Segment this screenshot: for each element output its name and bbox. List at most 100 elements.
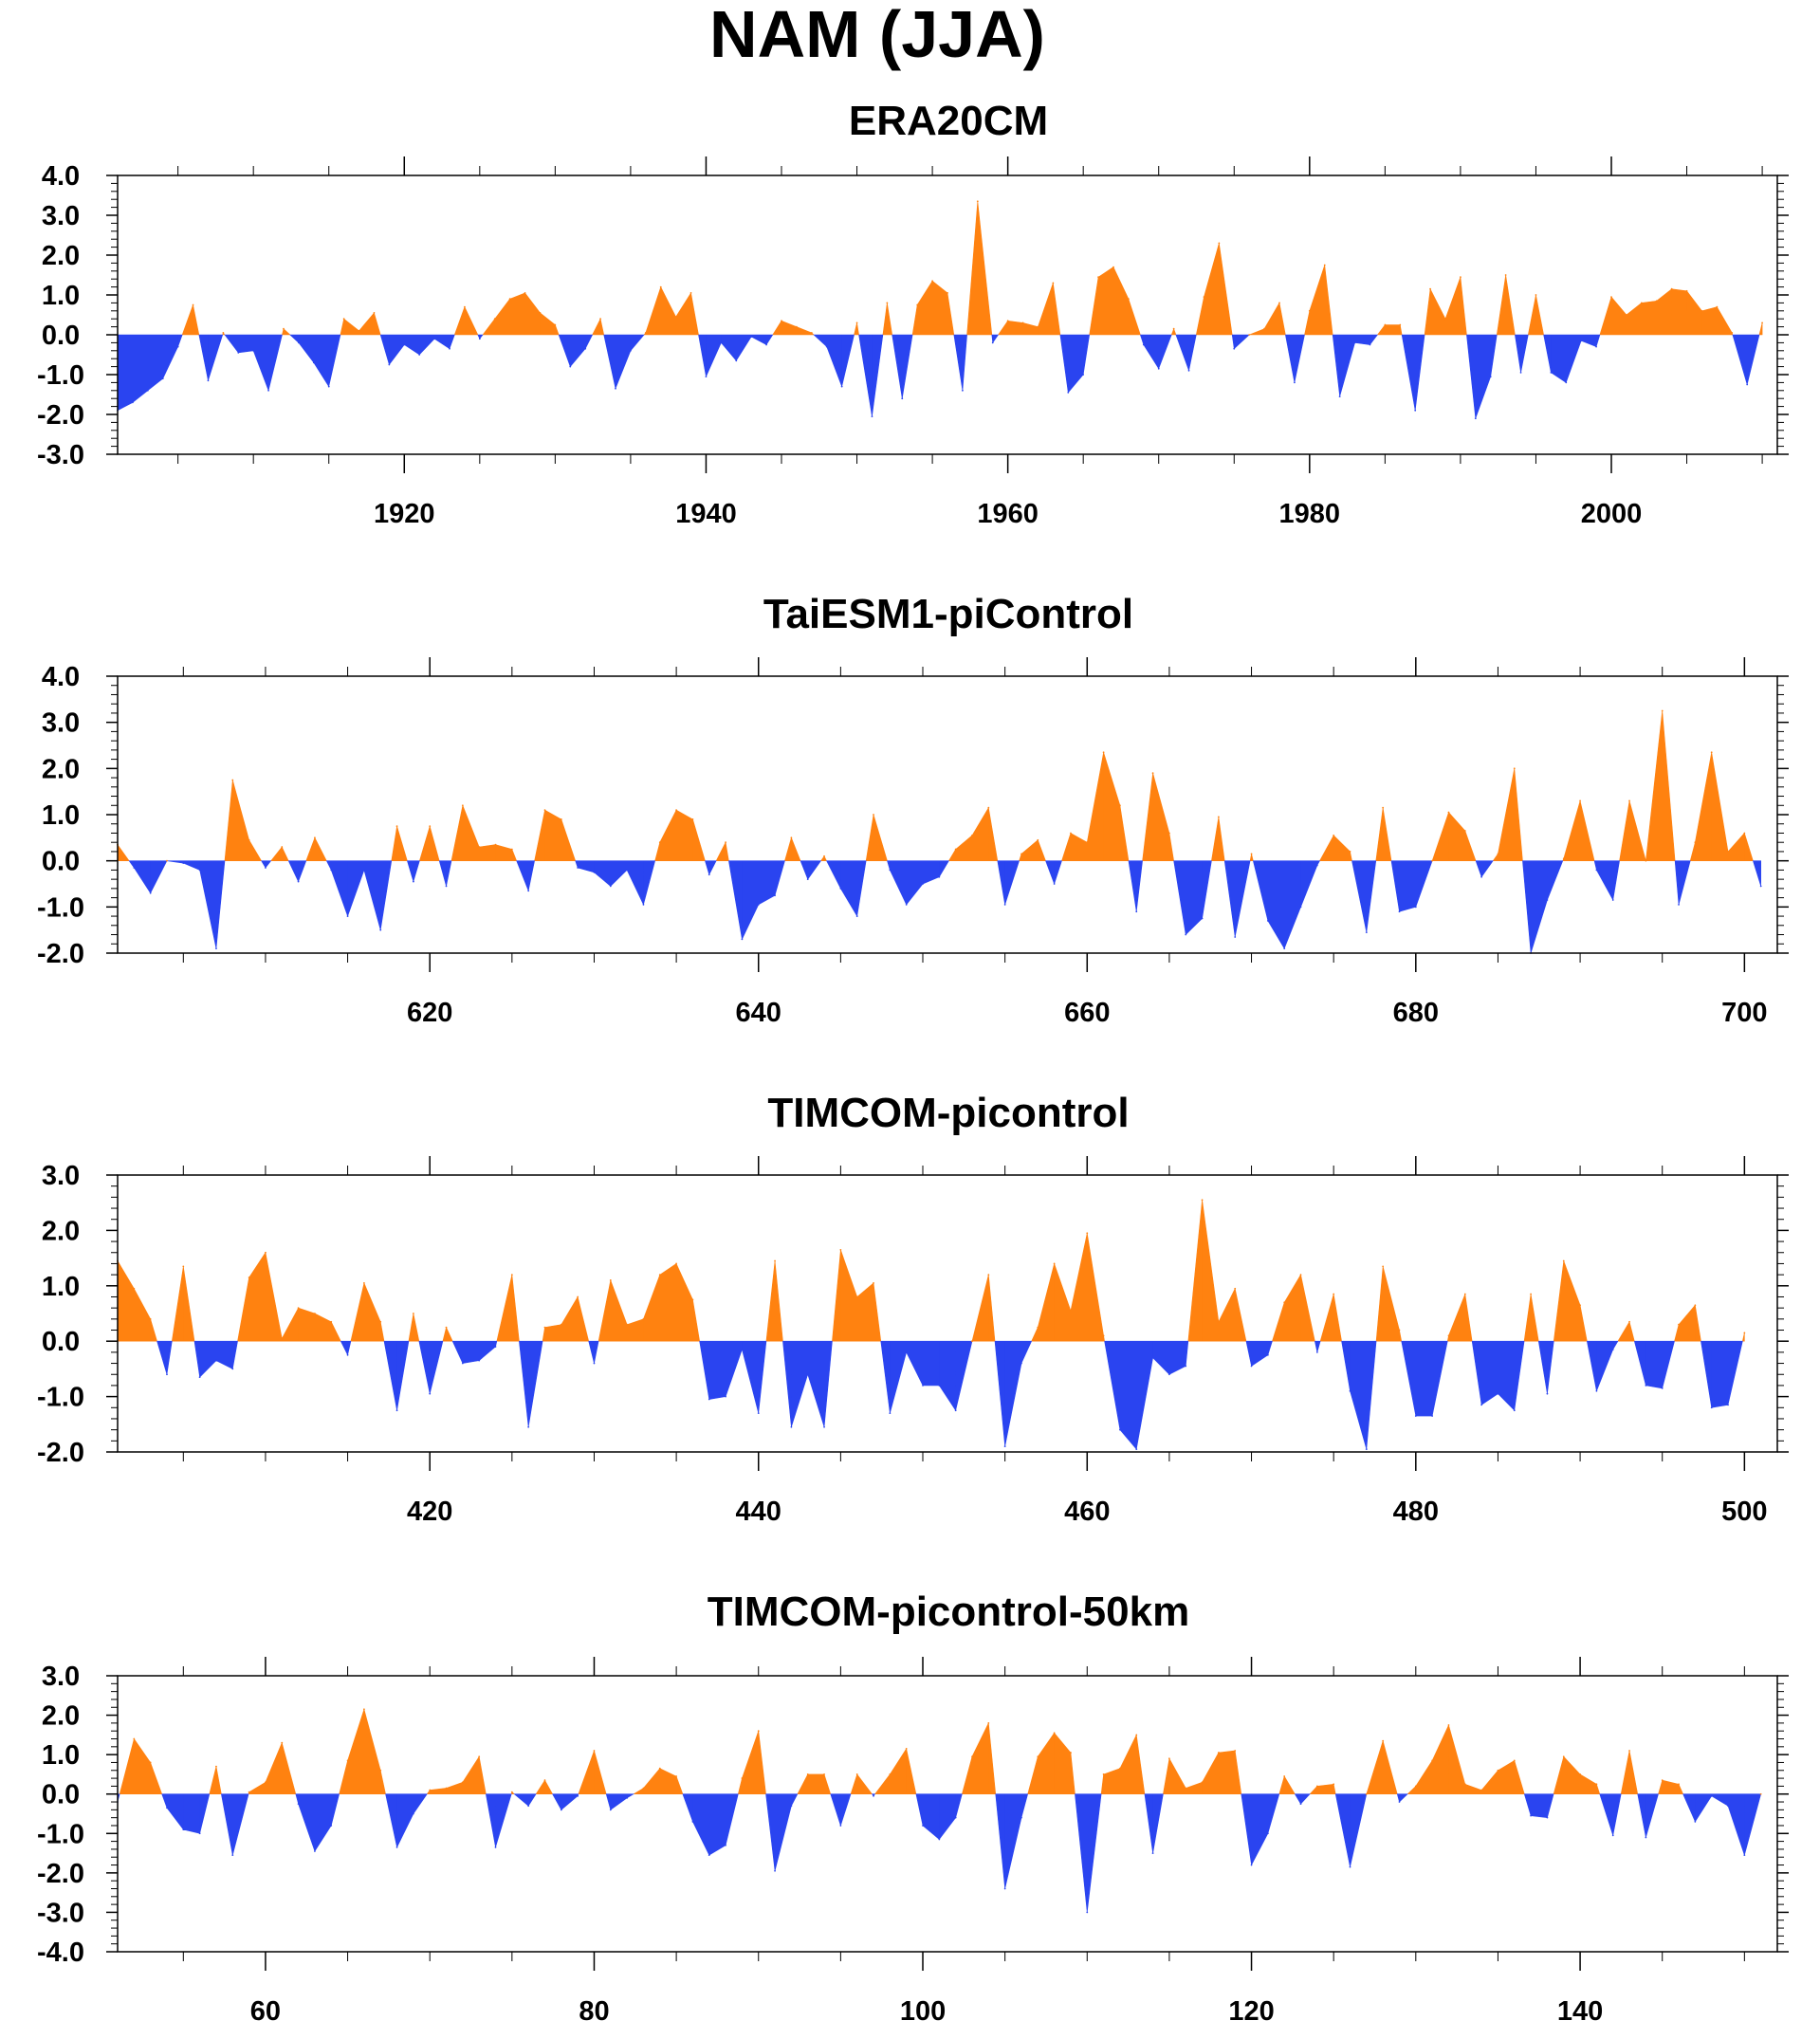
data-point	[1611, 1834, 1614, 1837]
data-point	[1530, 1293, 1532, 1295]
data-point	[363, 1281, 365, 1284]
data-point	[524, 292, 526, 294]
data-point	[1151, 1356, 1154, 1359]
data-point	[1759, 885, 1762, 888]
data-point	[1414, 409, 1417, 412]
y-tick-label: 2.0	[42, 1701, 80, 1732]
data-point	[461, 1362, 464, 1365]
data-point	[1685, 289, 1688, 292]
data-point	[429, 1789, 432, 1791]
data-point	[626, 1323, 629, 1326]
data-point	[1595, 1783, 1598, 1786]
data-point	[346, 1353, 349, 1356]
data-point	[429, 825, 432, 828]
data-point	[297, 880, 300, 883]
data-point	[855, 1295, 858, 1298]
data-point	[510, 848, 513, 851]
y-tick-label: -2.0	[37, 400, 84, 431]
data-point	[1414, 1785, 1417, 1788]
data-point	[445, 1787, 448, 1790]
data-point	[938, 1385, 941, 1387]
y-tick-label: 0.0	[42, 1327, 80, 1357]
data-point	[1628, 1320, 1630, 1323]
data-point	[314, 1850, 316, 1852]
data-point	[237, 352, 240, 354]
data-point	[599, 318, 601, 321]
data-point	[658, 1767, 661, 1770]
data-point	[346, 915, 349, 917]
data-point	[757, 904, 760, 906]
y-tick-label: 4.0	[42, 161, 80, 192]
y-tick-label: -1.0	[37, 1819, 84, 1849]
data-point	[166, 859, 168, 862]
data-point	[1460, 276, 1462, 278]
data-point	[781, 320, 782, 322]
data-point	[806, 1773, 809, 1775]
data-point	[675, 809, 678, 812]
data-point	[905, 1748, 908, 1750]
data-point	[987, 1274, 990, 1277]
data-point	[1562, 1259, 1565, 1262]
data-point	[1513, 767, 1516, 770]
data-point	[1234, 936, 1237, 938]
data-point	[790, 1805, 793, 1808]
data-point	[1333, 1783, 1335, 1786]
data-point	[577, 1794, 579, 1797]
panel-title: TIMCOM-picontrol	[767, 1090, 1129, 1136]
data-point	[873, 1794, 874, 1797]
data-point	[494, 1346, 497, 1348]
data-point	[1323, 264, 1326, 266]
data-point	[418, 354, 421, 356]
data-point	[765, 343, 767, 346]
data-point	[1447, 1724, 1450, 1726]
data-point	[1266, 1832, 1269, 1835]
data-point	[1535, 294, 1537, 296]
data-point	[327, 385, 330, 388]
data-point	[1369, 343, 1371, 346]
data-point	[1052, 282, 1055, 285]
data-point	[1463, 830, 1466, 832]
data-point	[363, 1708, 365, 1711]
y-tick-label: -1.0	[37, 360, 84, 391]
data-point	[810, 332, 813, 334]
data-point	[265, 1781, 267, 1784]
data-point	[166, 1807, 168, 1809]
data-point	[922, 1825, 924, 1827]
data-point	[433, 338, 435, 340]
data-point	[987, 1721, 990, 1724]
data-point	[1645, 1385, 1647, 1387]
data-point	[1086, 1232, 1089, 1235]
y-tick-label: 4.0	[42, 662, 80, 692]
data-point	[1694, 1304, 1697, 1307]
data-point	[1218, 242, 1221, 245]
data-point	[658, 1274, 661, 1277]
data-point	[1172, 327, 1175, 330]
data-point	[1112, 266, 1114, 268]
data-point	[1429, 287, 1431, 290]
data-point	[265, 1251, 267, 1254]
data-point	[1431, 1415, 1434, 1417]
data-point	[626, 1796, 629, 1799]
data-point	[971, 1340, 973, 1343]
y-tick-label: -2.0	[37, 1438, 84, 1468]
data-point	[132, 401, 134, 404]
data-point	[1142, 343, 1145, 346]
data-point	[182, 1265, 185, 1268]
data-point	[790, 836, 793, 839]
data-point	[312, 361, 315, 364]
data-point	[1128, 298, 1130, 301]
data-point	[1053, 1262, 1056, 1265]
data-point	[1201, 917, 1204, 920]
data-point	[741, 938, 744, 941]
data-point	[1546, 1816, 1549, 1819]
data-point	[971, 835, 973, 836]
data-point	[133, 1287, 136, 1290]
data-point	[796, 325, 798, 328]
data-point	[642, 904, 645, 906]
panel-era20cm: ERA20CM -3.0 -2.0 -1.0 0.0 1.0 2.0 3.0 4.0 1920 1…	[37, 98, 1789, 529]
data-point	[757, 1730, 760, 1733]
data-point	[725, 841, 726, 844]
data-point	[543, 1779, 546, 1782]
data-point	[1020, 1816, 1022, 1819]
data-point	[1234, 1750, 1237, 1752]
